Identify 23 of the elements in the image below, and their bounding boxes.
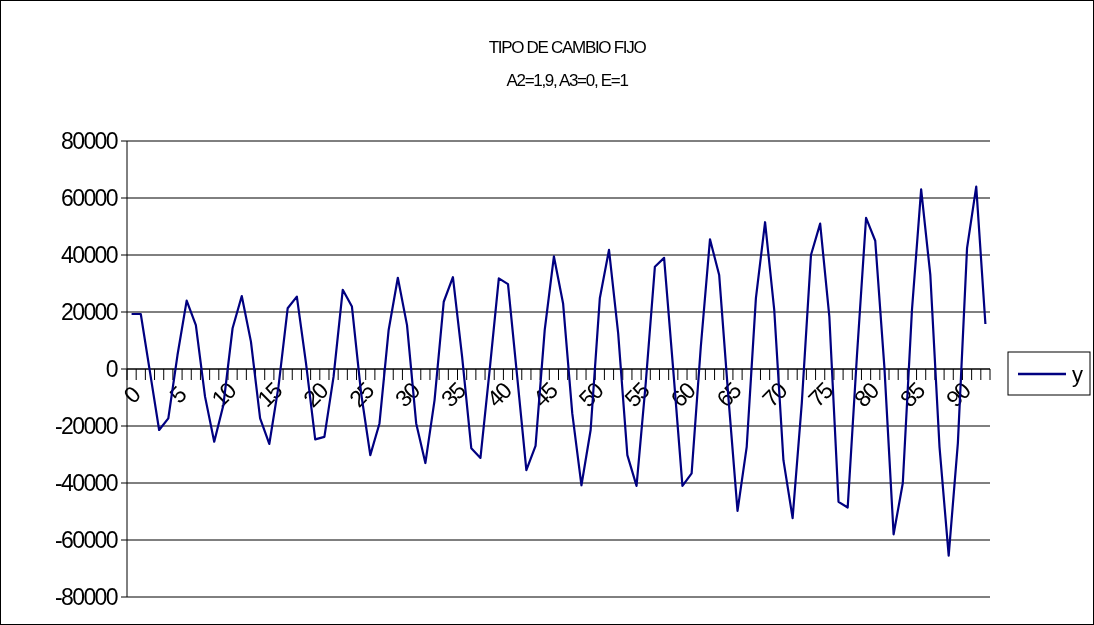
x-tick-label: 55 — [619, 377, 655, 413]
x-tick-label: 30 — [389, 377, 425, 413]
y-tick-label: 40000 — [61, 242, 118, 269]
y-tick-label: 20000 — [61, 299, 118, 326]
y-tick-label: -60000 — [54, 527, 118, 554]
x-tick-label: 15 — [252, 377, 288, 413]
x-tick-label: 80 — [848, 377, 884, 413]
y-tick-label: -20000 — [54, 413, 118, 440]
y-tick-label: 0 — [105, 356, 118, 383]
y-tick-label: 60000 — [61, 185, 118, 212]
legend-label: y — [1072, 361, 1083, 387]
x-tick-label: 60 — [665, 377, 701, 413]
chart-title: TIPO DE CAMBIO FIJO — [488, 38, 647, 57]
x-tick-label: 75 — [803, 377, 838, 413]
x-tick-label: 40 — [481, 377, 517, 413]
x-tick-label: 70 — [757, 377, 792, 413]
chart-subtitle: A2=1,9, A3=0, E=1 — [506, 71, 629, 90]
x-tick-label: 20 — [298, 377, 333, 413]
x-tick-label: 0 — [118, 381, 146, 409]
y-tick-label: 80000 — [61, 128, 118, 155]
x-tick-label: 35 — [435, 377, 471, 413]
y-tick-label: -80000 — [54, 584, 118, 611]
y-tick-label: -40000 — [54, 470, 118, 497]
